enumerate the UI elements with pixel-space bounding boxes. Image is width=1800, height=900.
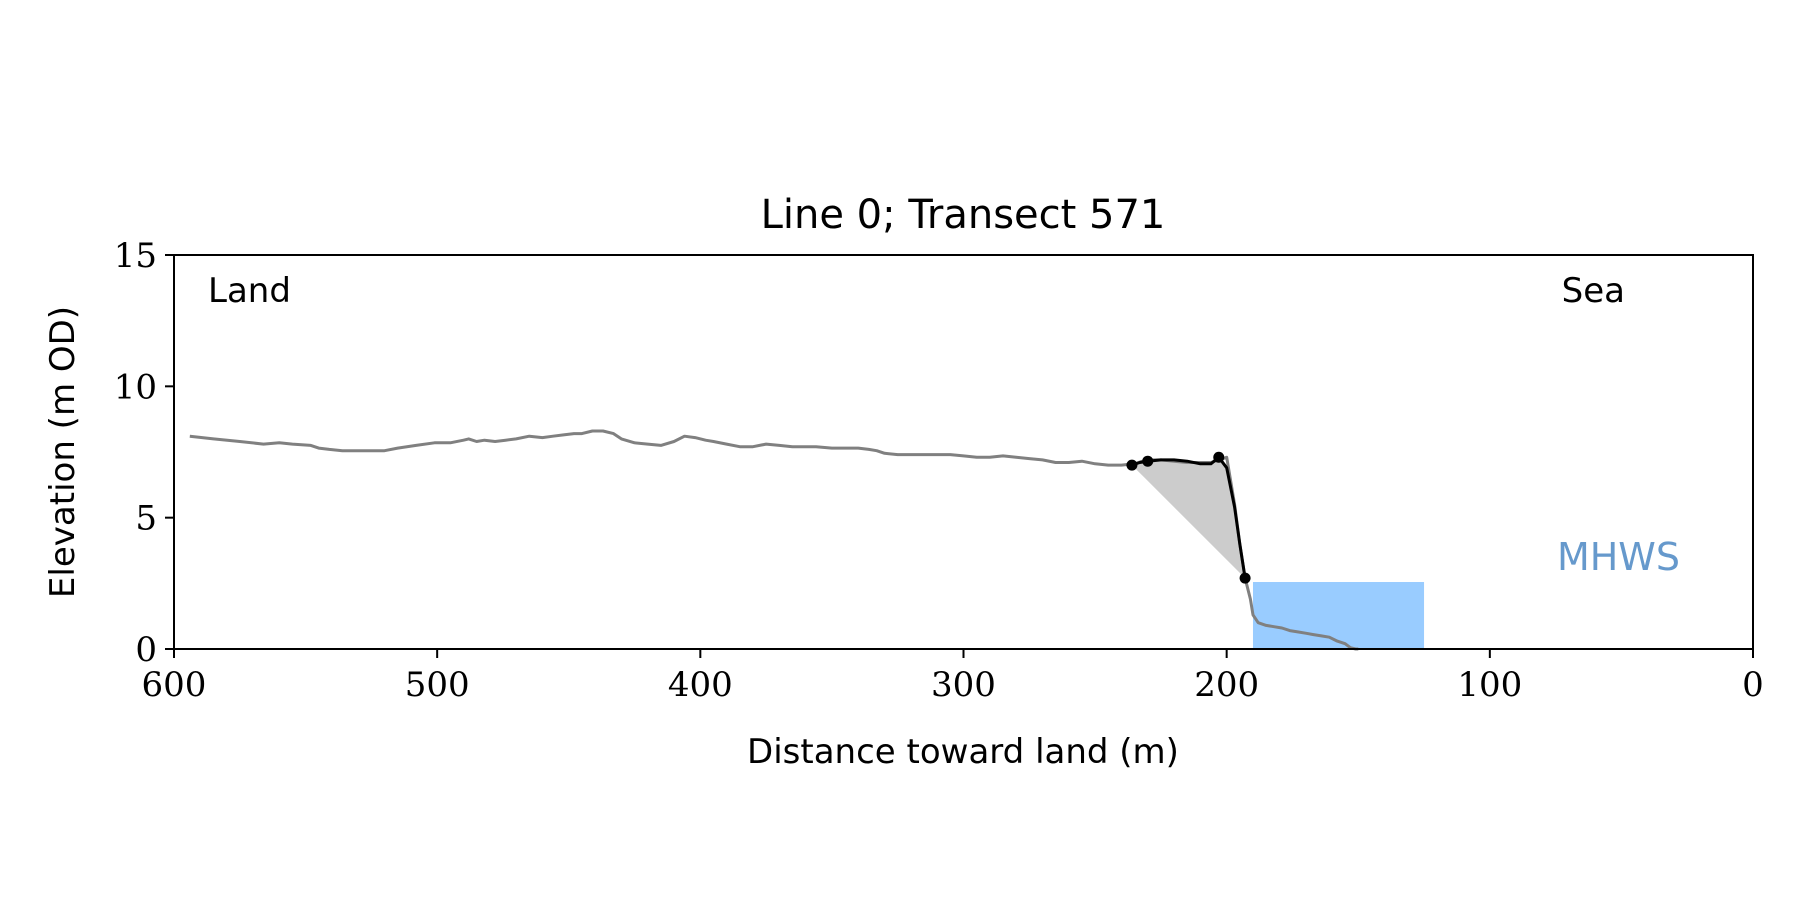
sea-label: Sea — [1562, 271, 1625, 311]
mhws-label: MHWS — [1557, 535, 1680, 579]
cliff-area-fill — [1131, 457, 1246, 579]
cliff-point — [1213, 451, 1225, 463]
x-tick-label: 0 — [1742, 665, 1764, 705]
x-tick-label: 100 — [1457, 665, 1522, 705]
mhws-water-area — [1252, 582, 1425, 649]
y-tick-label: 15 — [114, 236, 157, 276]
chart-title: Line 0; Transect 571 — [761, 192, 1166, 238]
x-axis-label: Distance toward land (m) — [747, 732, 1179, 772]
plot-frame — [173, 254, 1754, 650]
axis-ticks: 600 500 400 300 200 100 0 0 5 10 15 — [114, 236, 1764, 705]
cliff-point — [1126, 459, 1138, 471]
y-tick-label: 10 — [114, 367, 157, 407]
plot-area — [189, 429, 1425, 651]
x-tick-label: 200 — [1194, 665, 1259, 705]
land-label: Land — [208, 271, 291, 311]
cliff-point — [1239, 572, 1251, 584]
y-tick-label: 0 — [135, 630, 157, 670]
x-tick-label: 600 — [142, 665, 207, 705]
x-tick-label: 400 — [668, 665, 733, 705]
y-tick-label: 5 — [135, 499, 157, 539]
cliff-point — [1142, 455, 1154, 467]
x-tick-label: 500 — [405, 665, 470, 705]
x-tick-label: 300 — [931, 665, 996, 705]
y-axis-label: Elevation (m OD) — [43, 306, 83, 598]
